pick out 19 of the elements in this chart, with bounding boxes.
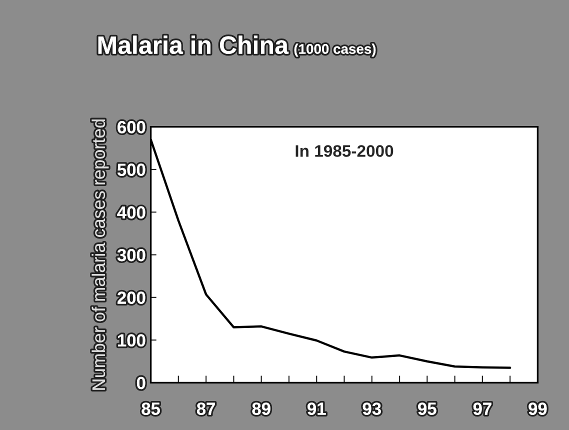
- y-tick-label: 600: [118, 121, 146, 134]
- chart-subtitle: (1000 cases): [294, 44, 376, 57]
- chart-title: Malaria in China: [98, 36, 289, 54]
- x-tick-label: 93: [362, 402, 381, 415]
- annotation: In 1985-2000: [296, 145, 394, 157]
- y-tick-label: 100: [118, 334, 146, 347]
- x-tick-label: 85: [142, 402, 160, 415]
- y-tick-label: 500: [117, 164, 146, 176]
- y-tick-label: 400: [117, 206, 146, 219]
- y-tick-label: 0: [136, 376, 146, 390]
- x-tick-label: 87: [196, 402, 215, 415]
- x-tick-label: 95: [418, 402, 436, 415]
- x-tick-label: 89: [252, 402, 270, 415]
- x-tick-label: 91: [308, 402, 326, 415]
- x-tick-label: 97: [473, 402, 492, 415]
- y-tick-label: 200: [118, 292, 146, 304]
- y-tick-label: 300: [117, 248, 146, 262]
- x-tick-label: 99: [528, 402, 547, 415]
- y-axis-title: Number of malaria cases reported: [92, 119, 109, 390]
